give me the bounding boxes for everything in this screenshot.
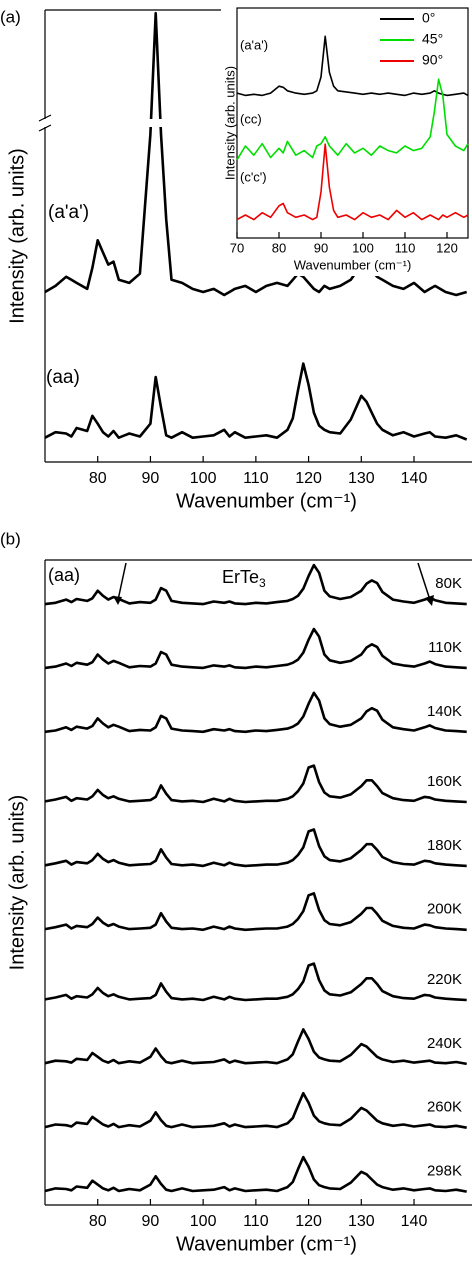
spectrum-line [44, 11, 468, 297]
curve-label: (cc) [240, 111, 262, 126]
curve-label: (a'a') [240, 37, 268, 52]
x-tick-label: 90 [142, 470, 160, 487]
x-tick-label: 130 [348, 470, 375, 487]
temperature-label: 298K [427, 1163, 462, 1180]
spectrum-line [44, 764, 467, 804]
legend-label: 45° [422, 31, 443, 47]
x-tick-label: 110 [395, 240, 416, 255]
y-axis-label: Intensity (arb. units) [222, 66, 237, 180]
spectrum-line [44, 362, 468, 441]
x-axis-label: Wavenumber (cm⁻¹) [176, 1233, 357, 1255]
temperature-label: 180K [427, 837, 462, 854]
temperature-label: 200K [427, 901, 462, 918]
x-tick-label: 140 [401, 470, 428, 487]
temperature-label: 140K [427, 703, 462, 720]
x-tick-label: 140 [401, 1213, 428, 1230]
spectrum-line [44, 1028, 467, 1066]
x-tick-label: 120 [436, 240, 458, 255]
panel-label: (b) [0, 529, 21, 548]
x-tick-label: 100 [190, 470, 217, 487]
spectrum-line [44, 892, 467, 932]
temperature-label: 110K [428, 639, 462, 656]
axis-break-mark [38, 114, 52, 122]
legend-label: 90° [422, 52, 443, 68]
x-tick-label: 100 [190, 1213, 217, 1230]
x-tick-label: 130 [348, 1213, 375, 1230]
plot-frame [236, 7, 469, 239]
x-tick-label: 100 [352, 240, 374, 255]
x-tick-label: 80 [272, 240, 286, 255]
x-tick-label: 120 [295, 470, 322, 487]
y-axis-label: Intensity (arb. units) [6, 795, 28, 971]
spectrum-line [44, 962, 467, 1002]
arrow [417, 562, 431, 601]
compound-name: ErTe [222, 567, 259, 587]
arrow [117, 562, 127, 601]
compound-label: ErTe3 [222, 567, 266, 590]
spectrum-line [44, 691, 467, 734]
temperature-label: 80K [435, 575, 462, 592]
temperature-label: 260K [427, 1099, 462, 1116]
x-tick-label: 90 [314, 240, 328, 255]
legend-label: 0° [422, 10, 435, 26]
x-tick-label: 90 [142, 1213, 160, 1230]
spectrum-line [44, 1091, 467, 1129]
spectrum-line [44, 563, 467, 606]
x-axis-label: Wavenumber (cm⁻¹) [176, 490, 357, 512]
spectrum-line [44, 1155, 467, 1193]
spectrum-line [44, 627, 467, 670]
annotation: (aa) [48, 565, 80, 585]
compound-subscript: 3 [259, 576, 266, 590]
spectrum-line [44, 828, 467, 868]
x-tick-label: 80 [89, 1213, 107, 1230]
temperature-label: 220K [427, 971, 462, 988]
curve-label: (c'c') [240, 169, 267, 184]
temperature-label: 160K [427, 773, 462, 790]
x-tick-label: 110 [243, 1213, 269, 1230]
x-tick-label: 120 [295, 1213, 322, 1230]
spectrum-line [236, 78, 469, 161]
spectrum-line [236, 35, 469, 97]
spectrum-line [236, 143, 469, 221]
x-axis-label: Wavenumber (cm⁻¹) [294, 257, 412, 272]
curve-label: (aa) [46, 367, 80, 388]
panel-label: (a) [0, 7, 21, 26]
x-tick-label: 110 [243, 470, 269, 487]
temperature-label: 240K [427, 1035, 462, 1052]
x-tick-label: 70 [230, 240, 244, 255]
curve-label: (a'a') [48, 202, 89, 223]
y-axis-label: Intensity (arb. units) [6, 148, 28, 324]
axis-break-mark [38, 124, 52, 132]
x-tick-label: 80 [89, 470, 107, 487]
